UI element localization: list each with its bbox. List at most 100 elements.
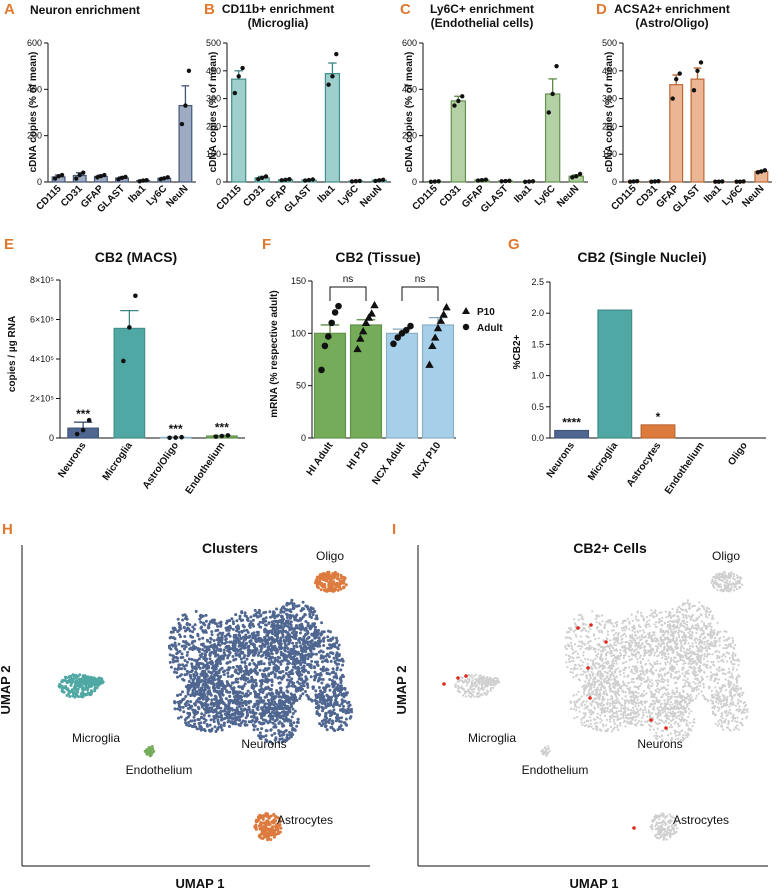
cell-point bbox=[261, 815, 265, 819]
cell-point bbox=[197, 650, 201, 654]
cell-point bbox=[645, 692, 648, 695]
cell-point bbox=[463, 680, 466, 683]
cell-point bbox=[270, 716, 274, 720]
cell-point bbox=[217, 704, 221, 708]
cell-point bbox=[262, 669, 266, 672]
title-c-line1: Ly6C+ enrichment bbox=[430, 2, 534, 16]
cell-point bbox=[302, 684, 306, 688]
cell-point bbox=[231, 681, 235, 685]
cell-point bbox=[323, 585, 327, 589]
data-point bbox=[656, 178, 661, 184]
cell-point bbox=[256, 693, 260, 697]
cell-point bbox=[225, 640, 228, 644]
cell-point bbox=[87, 683, 91, 687]
cell-point bbox=[721, 579, 724, 582]
cell-point bbox=[305, 693, 309, 697]
cell-point bbox=[327, 696, 331, 700]
cell-point bbox=[225, 628, 229, 632]
cell-point bbox=[260, 681, 263, 685]
cell-point bbox=[325, 671, 329, 675]
cell-point bbox=[661, 656, 664, 659]
cell-point bbox=[270, 707, 274, 711]
cell-point bbox=[676, 678, 680, 681]
cell-point bbox=[651, 666, 654, 669]
cell-point bbox=[685, 655, 688, 658]
cell-point bbox=[329, 703, 333, 707]
cell-point bbox=[267, 674, 271, 677]
cell-point bbox=[316, 679, 320, 683]
data-point bbox=[698, 60, 704, 65]
cell-point bbox=[692, 680, 695, 684]
cell-point bbox=[482, 688, 485, 692]
cell-point bbox=[173, 707, 177, 711]
cell-point bbox=[262, 721, 266, 725]
cell-point bbox=[92, 683, 96, 686]
cell-point bbox=[211, 678, 215, 682]
cell-point bbox=[83, 674, 87, 678]
cell-point bbox=[595, 654, 598, 657]
cell-point bbox=[253, 608, 257, 612]
cell-point bbox=[267, 657, 271, 661]
cell-point bbox=[277, 729, 281, 733]
cell-point bbox=[277, 830, 280, 834]
cell-point bbox=[57, 684, 61, 688]
cell-point bbox=[270, 697, 274, 701]
cell-point bbox=[694, 674, 697, 678]
data-point bbox=[121, 358, 126, 364]
cell-point bbox=[681, 667, 684, 670]
cell-point bbox=[286, 659, 290, 663]
data-point bbox=[357, 178, 362, 184]
cell-point bbox=[172, 655, 176, 659]
cell-point bbox=[281, 670, 285, 673]
cell-point bbox=[284, 710, 288, 714]
cell-point bbox=[487, 679, 491, 682]
cell-point bbox=[637, 710, 640, 713]
cell-point bbox=[664, 655, 668, 658]
cell-point bbox=[286, 621, 290, 625]
cell-point bbox=[643, 706, 647, 709]
cell-point bbox=[650, 679, 653, 682]
cell-point bbox=[266, 652, 270, 656]
cell-point bbox=[663, 654, 666, 657]
cell-point bbox=[632, 717, 635, 720]
cell-point bbox=[232, 639, 236, 643]
data-point bbox=[428, 341, 437, 350]
cell-point bbox=[318, 640, 322, 644]
cell-point bbox=[471, 679, 474, 682]
cell-point bbox=[176, 659, 180, 663]
data-point bbox=[713, 179, 718, 184]
cell-point bbox=[259, 644, 263, 648]
category-label: Microglia bbox=[101, 440, 135, 483]
cell-point bbox=[184, 615, 188, 619]
y-tick-label: 400 bbox=[206, 66, 221, 76]
cell-point bbox=[329, 659, 333, 663]
data-point bbox=[390, 340, 397, 348]
cell-point bbox=[268, 705, 271, 709]
cell-point bbox=[649, 685, 652, 688]
cluster-neurons bbox=[564, 599, 749, 745]
cell-point bbox=[662, 677, 665, 680]
y-tick-label: 4×10⁵ bbox=[30, 354, 54, 364]
cell-point bbox=[212, 720, 216, 724]
cell-point bbox=[258, 736, 262, 740]
cell-point bbox=[464, 690, 467, 694]
cluster-microglia bbox=[57, 673, 105, 699]
cell-point bbox=[496, 677, 499, 680]
cell-point bbox=[263, 834, 267, 838]
cell-point bbox=[624, 650, 627, 653]
cell-point bbox=[315, 663, 319, 666]
cell-point bbox=[330, 713, 334, 716]
cell-point bbox=[207, 686, 211, 690]
cell-point bbox=[228, 725, 231, 728]
cell-point bbox=[714, 579, 717, 582]
cell-point bbox=[237, 633, 241, 637]
cell-point bbox=[234, 634, 238, 638]
cell-point bbox=[302, 658, 306, 662]
cell-point bbox=[683, 682, 687, 685]
cell-point bbox=[257, 834, 261, 838]
cell-point bbox=[274, 819, 278, 823]
cell-point bbox=[76, 674, 80, 678]
cell-point bbox=[627, 674, 630, 677]
cell-point bbox=[732, 572, 736, 576]
data-point bbox=[741, 179, 746, 184]
